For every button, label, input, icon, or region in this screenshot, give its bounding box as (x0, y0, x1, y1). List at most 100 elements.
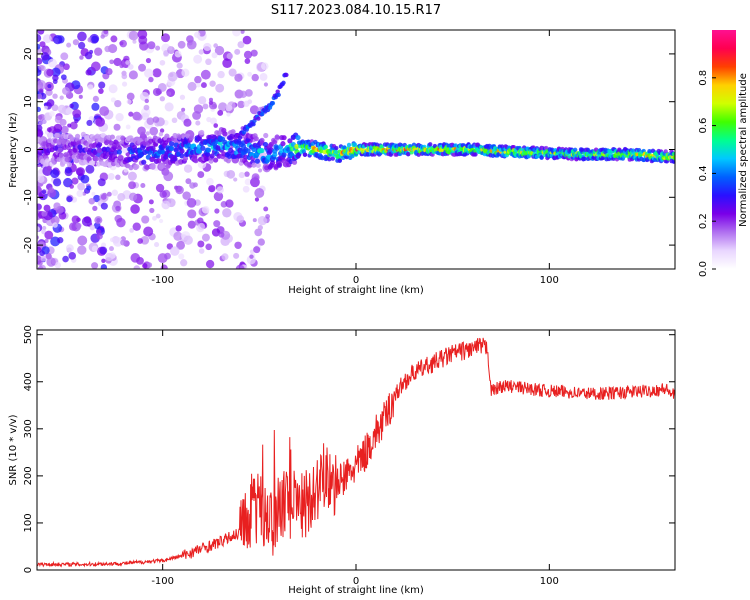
heatmap-ridge-cell (116, 145, 122, 151)
heatmap-blob (148, 199, 154, 205)
snr-ticks: -100 0 100 0 100 200 300 400 500 (23, 325, 675, 587)
heatmap-blob (111, 189, 119, 196)
heatmap-blob (77, 182, 86, 191)
heatmap-blob (135, 113, 143, 121)
heatmap-blob (52, 79, 58, 85)
heatmap-ridge-cell (334, 149, 339, 155)
heatmap-blob (246, 255, 256, 265)
heatmap-ridge-cell (251, 146, 257, 153)
heatmap-blob (263, 82, 269, 87)
heatmap-blob (255, 162, 261, 168)
heatmap-blob (66, 42, 72, 48)
heatmap-blob (183, 235, 193, 245)
heatmap-ridge-cell (280, 141, 286, 147)
heatmap-blob (42, 119, 47, 124)
heatmap-ridge-cell (295, 134, 301, 141)
heatmap-ridge-cell (254, 158, 260, 164)
heatmap-ridge-cell (428, 142, 433, 147)
heatmap-blob (37, 57, 43, 65)
heatmap-blob (76, 190, 84, 197)
x-tick-label: 100 (540, 576, 559, 587)
x-tick-label: 100 (540, 275, 559, 286)
heatmap-blob (79, 55, 84, 60)
heatmap-ridge-cell (222, 131, 228, 137)
heatmap-ridge-cell (57, 147, 63, 153)
heatmap-blob (254, 188, 265, 198)
heatmap-ridge-cell (204, 151, 211, 157)
heatmap-blob (46, 127, 52, 133)
colorbar-tick-label: 0.8 (698, 70, 709, 86)
heatmap-ridge-cell (182, 155, 189, 162)
heatmap-blob (110, 97, 116, 103)
heatmap-blob (69, 184, 74, 189)
heatmap-blob (114, 99, 122, 108)
heatmap-blob (119, 39, 127, 48)
heatmap-blob (161, 33, 170, 43)
heatmap-blob (108, 84, 118, 94)
heatmap-blob (120, 239, 127, 246)
heatmap-blob (75, 222, 82, 229)
heatmap-blob (175, 185, 184, 195)
heatmap-ridge-cell (105, 146, 111, 152)
heatmap-blob (213, 123, 219, 128)
heatmap-blob (37, 226, 41, 232)
heatmap-blob (173, 231, 183, 241)
heatmap-ridge-cell (168, 141, 175, 147)
heatmap-blob (72, 39, 80, 46)
heatmap-blob (52, 74, 59, 82)
heatmap-blob (155, 213, 161, 219)
y-tick-label: 300 (23, 419, 34, 438)
heatmap-blob (39, 250, 45, 257)
heatmap-blob (37, 203, 42, 211)
heatmap-blob (225, 104, 233, 112)
heatmap-blob (68, 252, 77, 260)
heatmap-blob (221, 253, 229, 261)
heatmap-blob (197, 240, 205, 248)
colorbar-gradient (712, 30, 736, 269)
heatmap-blob (77, 31, 87, 42)
heatmap-blob (91, 191, 96, 196)
heatmap-blob (90, 61, 101, 72)
heatmap-blob (201, 205, 210, 214)
heatmap-blob (128, 181, 137, 190)
heatmap-blob (86, 185, 92, 191)
heatmap-branch-cell (260, 111, 265, 117)
heatmap-blob (101, 258, 106, 263)
y-tick-label: 100 (23, 513, 34, 532)
x-tick-label: 0 (353, 275, 359, 286)
heatmap-blob (37, 129, 43, 138)
heatmap-blob (240, 30, 245, 34)
heatmap-ridge-cell (129, 138, 135, 144)
heatmap-blob (105, 67, 113, 76)
colorbar-ticks: 0.0 0.2 0.4 0.6 0.8 (698, 70, 716, 277)
heatmap-ridge-cell (294, 143, 300, 150)
heatmap-blob (94, 216, 103, 225)
heatmap-blob (137, 30, 148, 40)
heatmap-blob (89, 224, 96, 231)
heatmap-blob (38, 64, 45, 71)
heatmap-blob (51, 67, 61, 77)
heatmap-blob (37, 93, 43, 100)
heatmap-ridge-cell (245, 148, 251, 154)
heatmap-blob (127, 63, 134, 70)
heatmap-blob (175, 225, 182, 232)
heatmap-ridge-cell (192, 153, 198, 160)
heatmap-blob (196, 82, 201, 88)
heatmap-blob (40, 255, 47, 262)
heatmap-blob (85, 69, 92, 76)
heatmap-ridge-cell (406, 151, 411, 157)
heatmap-blob (53, 123, 63, 133)
heatmap-blob (205, 58, 212, 66)
heatmap-blob (263, 132, 269, 139)
heatmap-branch-cell (284, 72, 289, 78)
heatmap-blob (37, 114, 43, 120)
chart-title: S117.2023.084.10.15.R17 (271, 3, 441, 18)
heatmap-blob (234, 241, 242, 250)
heatmap-blob (158, 218, 164, 224)
heatmap-blob (159, 96, 165, 102)
heatmap-blob (91, 35, 99, 44)
heatmap-blob (244, 58, 251, 64)
heatmap-ridge-cell (58, 152, 64, 158)
heatmap-blob (123, 168, 129, 173)
heatmap-blob (154, 242, 160, 248)
